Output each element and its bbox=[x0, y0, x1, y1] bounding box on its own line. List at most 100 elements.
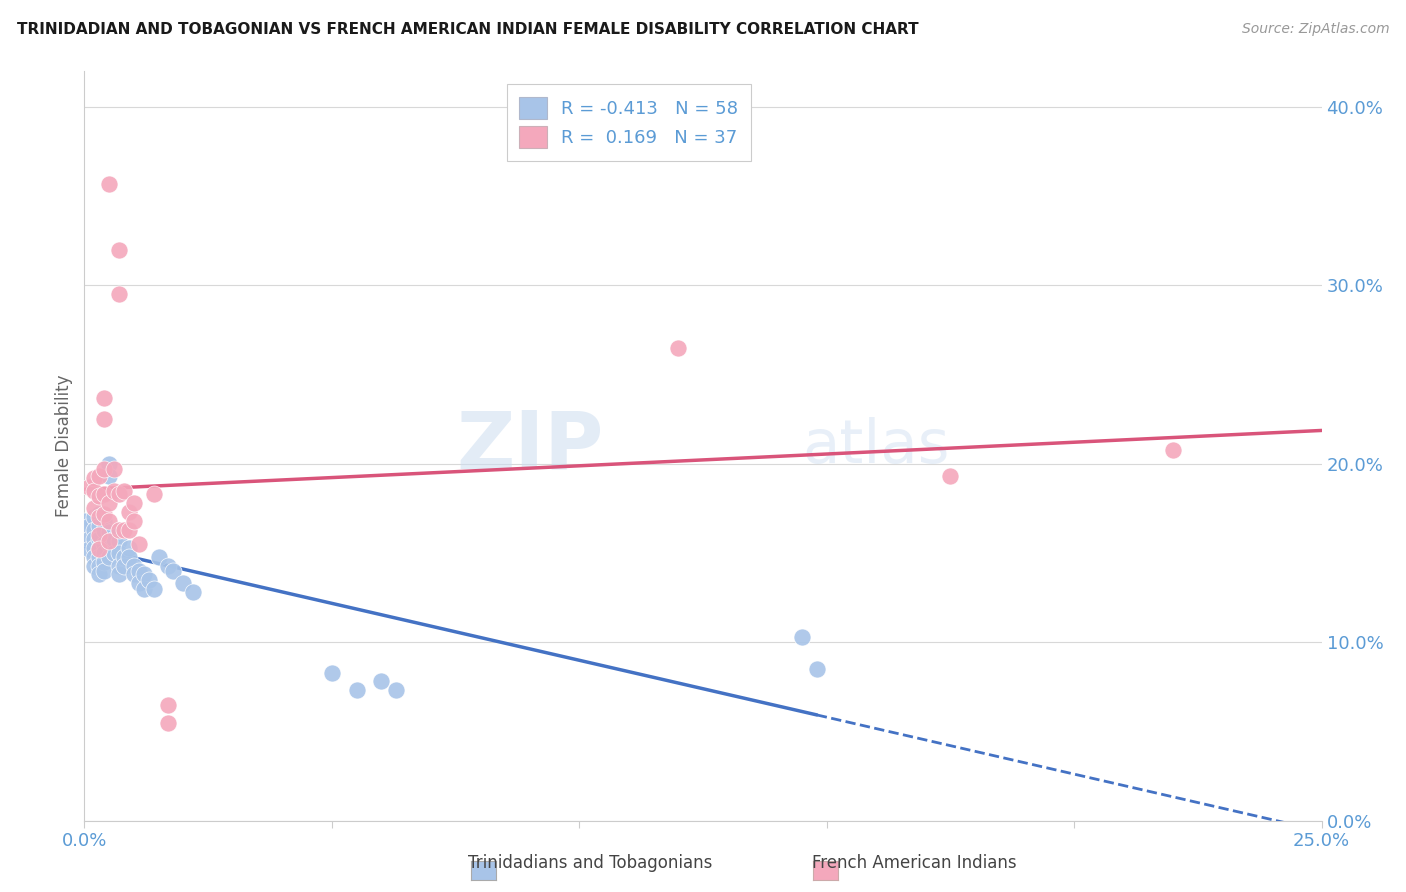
Point bbox=[128, 564, 150, 578]
Point bbox=[93, 462, 115, 476]
Point bbox=[93, 507, 115, 521]
Point bbox=[118, 505, 141, 519]
Text: Trinidadians and Tobagonians: Trinidadians and Tobagonians bbox=[468, 855, 713, 872]
Point bbox=[89, 567, 111, 582]
Point bbox=[122, 514, 145, 528]
Point bbox=[83, 523, 105, 537]
Point bbox=[321, 665, 343, 680]
Point bbox=[142, 582, 165, 596]
Point bbox=[132, 582, 155, 596]
Point bbox=[89, 558, 111, 573]
Point bbox=[108, 243, 131, 257]
Point bbox=[89, 541, 111, 555]
Point bbox=[103, 483, 125, 498]
Point bbox=[148, 549, 170, 564]
Point bbox=[157, 715, 180, 730]
Point bbox=[93, 412, 115, 426]
Point bbox=[162, 564, 184, 578]
Point bbox=[103, 546, 125, 560]
Point bbox=[108, 487, 131, 501]
Point bbox=[108, 523, 131, 537]
Point bbox=[108, 523, 131, 537]
Point bbox=[83, 501, 105, 516]
Point bbox=[98, 549, 121, 564]
Point bbox=[89, 469, 111, 483]
Point bbox=[108, 558, 131, 573]
Point bbox=[98, 537, 121, 551]
Point bbox=[79, 542, 101, 557]
Point bbox=[83, 471, 105, 485]
Point bbox=[128, 576, 150, 591]
Point bbox=[122, 567, 145, 582]
Point bbox=[89, 489, 111, 503]
Point bbox=[98, 514, 121, 528]
Point bbox=[83, 558, 105, 573]
Point bbox=[79, 532, 101, 546]
Point bbox=[346, 683, 368, 698]
Point bbox=[112, 483, 135, 498]
Point bbox=[118, 549, 141, 564]
Point bbox=[83, 541, 105, 555]
Point bbox=[939, 469, 962, 483]
Point bbox=[89, 528, 111, 542]
Point bbox=[112, 523, 135, 537]
Point bbox=[118, 541, 141, 555]
Point bbox=[108, 567, 131, 582]
Point bbox=[112, 549, 135, 564]
Text: ZIP: ZIP bbox=[457, 407, 605, 485]
Point bbox=[108, 287, 131, 301]
Point bbox=[89, 542, 111, 557]
Point bbox=[89, 519, 111, 533]
Point bbox=[89, 532, 111, 546]
Y-axis label: Female Disability: Female Disability bbox=[55, 375, 73, 517]
Point bbox=[98, 496, 121, 510]
Point bbox=[93, 555, 115, 569]
Point bbox=[118, 523, 141, 537]
Point bbox=[83, 532, 105, 546]
Point bbox=[79, 480, 101, 494]
Point bbox=[98, 457, 121, 471]
Point bbox=[89, 507, 111, 521]
Point bbox=[132, 567, 155, 582]
Text: TRINIDADIAN AND TOBAGONIAN VS FRENCH AMERICAN INDIAN FEMALE DISABILITY CORRELATI: TRINIDADIAN AND TOBAGONIAN VS FRENCH AME… bbox=[17, 22, 918, 37]
Point bbox=[790, 630, 813, 644]
Point bbox=[83, 549, 105, 564]
Point bbox=[98, 533, 121, 548]
Point bbox=[385, 683, 408, 698]
Point bbox=[93, 514, 115, 528]
Point bbox=[98, 469, 121, 483]
Point bbox=[93, 564, 115, 578]
Point bbox=[157, 698, 180, 712]
Text: French American Indians: French American Indians bbox=[811, 855, 1017, 872]
Point bbox=[157, 558, 180, 573]
Point bbox=[93, 523, 115, 537]
Point bbox=[98, 524, 121, 539]
Legend: R = -0.413   N = 58, R =  0.169   N = 37: R = -0.413 N = 58, R = 0.169 N = 37 bbox=[506, 84, 751, 161]
Text: atlas: atlas bbox=[801, 417, 949, 475]
Point bbox=[172, 576, 194, 591]
Point bbox=[93, 487, 115, 501]
Point bbox=[108, 533, 131, 548]
Point bbox=[93, 537, 115, 551]
Point bbox=[79, 519, 101, 533]
Point bbox=[73, 514, 96, 528]
Point bbox=[181, 585, 204, 599]
Point bbox=[93, 391, 115, 405]
Point bbox=[83, 483, 105, 498]
Point bbox=[370, 674, 392, 689]
Point bbox=[103, 462, 125, 476]
Point bbox=[98, 177, 121, 191]
Text: Source: ZipAtlas.com: Source: ZipAtlas.com bbox=[1241, 22, 1389, 37]
Point bbox=[806, 662, 828, 676]
Point bbox=[138, 573, 160, 587]
Point bbox=[122, 558, 145, 573]
Point bbox=[1161, 442, 1184, 457]
Point bbox=[89, 510, 111, 524]
Point bbox=[103, 532, 125, 546]
Point bbox=[112, 558, 135, 573]
Point bbox=[128, 537, 150, 551]
Point bbox=[89, 549, 111, 564]
Point bbox=[83, 510, 105, 524]
Point bbox=[666, 341, 689, 355]
Point bbox=[93, 546, 115, 560]
